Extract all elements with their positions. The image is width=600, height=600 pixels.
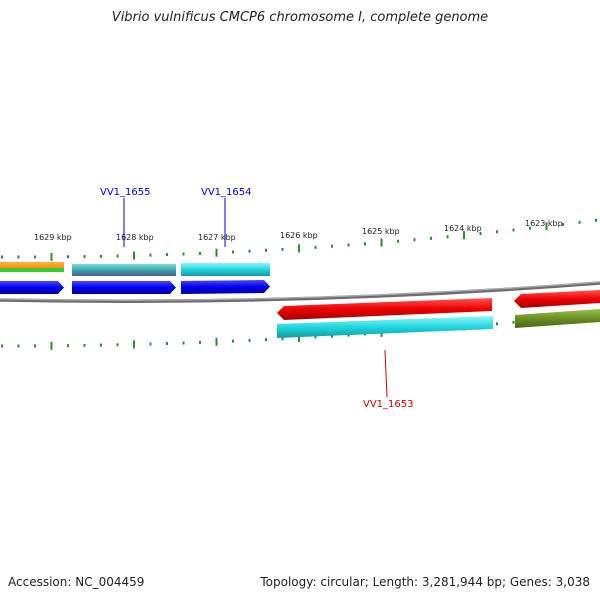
cog-feature-cyan-1655[interactable] xyxy=(72,264,176,276)
ruler-label-1623kbp: 1623 kbp xyxy=(525,219,563,228)
genome-backbone xyxy=(0,281,600,303)
gene-label-vv1-1654[interactable]: VV1_1654 xyxy=(201,187,252,198)
leader-line-vv1-1653 xyxy=(384,349,388,398)
accession-text: Accession: NC_004459 xyxy=(8,575,145,589)
reverse-cds-track xyxy=(277,290,600,320)
topology-text: Topology: circular; Length: 3,281,944 bp… xyxy=(260,575,590,589)
ruler-label-1627kbp: 1627 kbp xyxy=(198,233,236,242)
map-title: Vibrio vulnificus CMCP6 chromosome I, co… xyxy=(111,10,489,25)
cds-reverse-arrow-next[interactable] xyxy=(514,290,600,308)
cog-track-upper xyxy=(0,262,270,276)
cog-feature-cyan-1654[interactable] xyxy=(181,263,270,276)
forward-cds-track xyxy=(0,280,270,294)
gene-label-vv1-1653[interactable]: VV1_1653 xyxy=(363,399,414,410)
cog-feature-orange[interactable] xyxy=(0,262,64,268)
cds-forward-arrow[interactable] xyxy=(0,281,64,294)
ruler-label-1624kbp: 1624 kbp xyxy=(444,224,482,233)
cds-reverse-arrow-vv1-1653[interactable] xyxy=(277,298,492,320)
cds-forward-arrow-vv1-1655[interactable] xyxy=(72,281,176,294)
outer-tick-marks xyxy=(1,218,597,261)
gene-label-vv1-1655[interactable]: VV1_1655 xyxy=(100,187,151,198)
cog-feature-cyan-1653[interactable] xyxy=(277,316,493,338)
cog-track-lower xyxy=(277,309,600,338)
ruler-label-1628kbp: 1628 kbp xyxy=(116,233,154,242)
ruler-label-1626kbp: 1626 kbp xyxy=(280,231,318,240)
ruler-label-1629kbp: 1629 kbp xyxy=(34,233,72,242)
cog-feature-olive[interactable] xyxy=(515,309,600,328)
ruler-label-1625kbp: 1625 kbp xyxy=(362,227,400,236)
cog-feature-green[interactable] xyxy=(0,268,64,272)
cds-forward-arrow-vv1-1654[interactable] xyxy=(181,280,270,294)
